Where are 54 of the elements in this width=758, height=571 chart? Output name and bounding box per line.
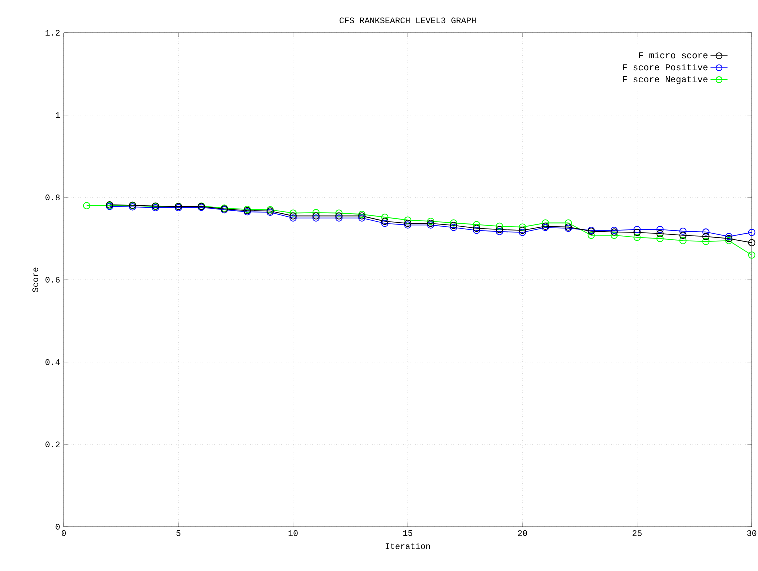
point [473,221,480,228]
point [473,227,480,234]
y-tick-label: 0.8 [46,194,60,201]
point [312,209,320,216]
point [404,216,412,224]
x-tick-label: 25 [632,530,642,536]
point [83,202,91,210]
point [634,226,641,234]
point [634,229,641,236]
point [381,220,389,228]
point [588,232,596,240]
point [748,229,756,236]
y-axis-title: Score [32,268,38,292]
point [748,252,756,259]
y-tick-label: 0.6 [46,277,60,283]
point [656,226,664,234]
point [427,218,435,226]
point [290,210,297,217]
point [450,220,458,227]
x-tick-label: 0 [62,530,66,536]
point [702,233,710,240]
point [634,234,641,242]
chart-title: CFS RANKSEARCH LEVEL3 GRAPH [340,18,476,24]
point [680,232,687,240]
point [656,230,664,238]
legend-label: F score Positive [623,64,708,71]
point [473,224,480,232]
point [610,232,618,240]
point [680,237,687,244]
point [702,228,710,236]
point [496,222,504,230]
x-tick-label: 20 [518,530,528,536]
legend-label: F micro score [639,52,708,59]
x-axis-title: Iteration [386,543,430,550]
y-tick-label: 0 [56,524,60,530]
point [542,220,550,227]
legend-label: F score Negative [623,76,708,84]
point [680,228,687,236]
point [564,220,572,227]
x-tick-label: 5 [176,530,181,536]
y-tick-label: 1 [56,112,60,118]
y-tick-label: 0.2 [46,442,60,448]
y-tick-label: 1.2 [46,30,60,36]
x-tick-label: 15 [404,530,413,536]
point [656,235,664,242]
x-tick-label: 30 [747,530,757,536]
point [702,238,710,246]
point [381,218,389,226]
point [748,239,756,247]
y-tick-label: 0.4 [46,359,60,366]
x-tick-label: 10 [288,530,298,536]
point [519,224,526,231]
point [381,214,389,222]
point [336,210,343,217]
